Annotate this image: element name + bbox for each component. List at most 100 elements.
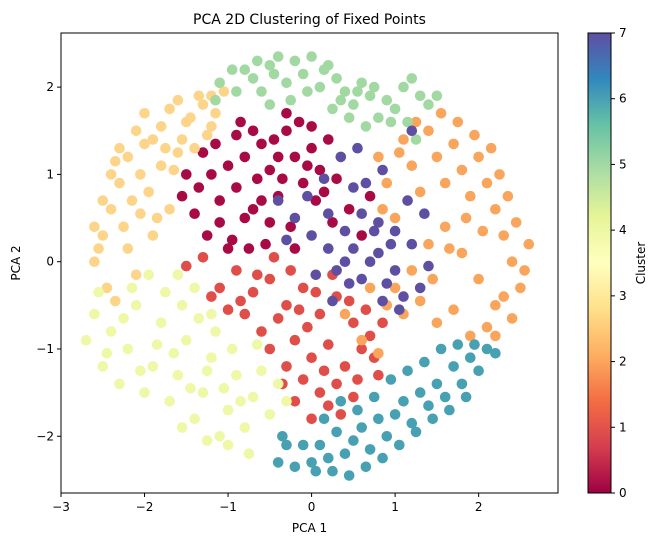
data-point-cluster-3 bbox=[126, 195, 138, 206]
data-point-cluster-4 bbox=[130, 300, 142, 311]
data-point-cluster-2 bbox=[398, 134, 409, 145]
data-point-cluster-6 bbox=[427, 413, 439, 425]
data-point-cluster-1 bbox=[181, 260, 192, 272]
x-tick-label: −2 bbox=[136, 500, 154, 514]
data-point-cluster-0 bbox=[331, 173, 342, 185]
data-point-cluster-4 bbox=[231, 369, 242, 381]
data-point-cluster-7 bbox=[406, 125, 418, 137]
data-point-cluster-6 bbox=[310, 465, 322, 477]
data-point-cluster-4 bbox=[272, 378, 284, 390]
data-point-cluster-6 bbox=[398, 396, 409, 407]
data-point-cluster-0 bbox=[201, 230, 213, 241]
data-point-cluster-5 bbox=[302, 86, 313, 97]
data-point-cluster-4 bbox=[222, 439, 234, 451]
data-point-cluster-2 bbox=[435, 108, 447, 119]
data-point-cluster-6 bbox=[419, 356, 430, 368]
data-point-cluster-0 bbox=[239, 151, 251, 163]
data-point-cluster-7 bbox=[348, 182, 359, 193]
data-point-cluster-0 bbox=[264, 164, 276, 176]
data-point-cluster-3 bbox=[89, 256, 100, 268]
y-tick-label: 1 bbox=[46, 167, 54, 181]
data-point-cluster-3 bbox=[176, 134, 188, 145]
data-point-cluster-1 bbox=[323, 400, 334, 412]
data-point-cluster-1 bbox=[235, 295, 246, 307]
data-point-cluster-6 bbox=[394, 439, 405, 451]
data-point-cluster-4 bbox=[218, 383, 230, 394]
data-point-cluster-7 bbox=[339, 225, 351, 237]
y-axis-label: PCA 2 bbox=[9, 245, 23, 280]
data-point-cluster-4 bbox=[155, 317, 167, 329]
data-point-cluster-1 bbox=[310, 286, 322, 298]
data-point-cluster-7 bbox=[335, 151, 347, 163]
data-point-cluster-3 bbox=[105, 169, 117, 180]
data-point-cluster-0 bbox=[314, 164, 326, 176]
colorbar-tick-label: 2 bbox=[619, 355, 627, 369]
data-point-cluster-2 bbox=[506, 313, 518, 324]
data-point-cluster-5 bbox=[327, 103, 338, 115]
data-point-cluster-7 bbox=[389, 265, 401, 276]
x-tick-label: −3 bbox=[52, 500, 70, 514]
data-point-cluster-1 bbox=[272, 313, 284, 324]
data-point-cluster-2 bbox=[485, 142, 497, 154]
data-point-cluster-3 bbox=[93, 243, 104, 254]
data-point-cluster-5 bbox=[264, 99, 276, 110]
data-point-cluster-3 bbox=[218, 86, 230, 97]
data-point-cluster-5 bbox=[364, 90, 376, 102]
data-point-cluster-0 bbox=[247, 204, 259, 215]
data-point-cluster-4 bbox=[185, 383, 196, 394]
data-point-cluster-0 bbox=[189, 208, 200, 219]
data-point-cluster-3 bbox=[160, 142, 171, 154]
data-point-cluster-4 bbox=[239, 422, 251, 433]
data-point-cluster-0 bbox=[277, 173, 288, 185]
data-point-cluster-6 bbox=[272, 457, 284, 468]
data-point-cluster-7 bbox=[339, 256, 351, 268]
data-point-cluster-4 bbox=[176, 300, 188, 311]
data-point-cluster-0 bbox=[243, 243, 255, 254]
data-point-cluster-1 bbox=[297, 282, 309, 294]
data-point-cluster-5 bbox=[410, 134, 422, 145]
colorbar-label: Cluster bbox=[634, 242, 648, 285]
data-point-cluster-0 bbox=[239, 212, 251, 224]
data-point-cluster-4 bbox=[176, 422, 188, 433]
data-point-cluster-5 bbox=[335, 94, 347, 106]
data-point-cluster-7 bbox=[281, 234, 292, 246]
data-point-cluster-7 bbox=[373, 217, 384, 228]
colorbar-tick-label: 6 bbox=[619, 92, 627, 106]
data-point-cluster-6 bbox=[435, 343, 447, 355]
data-point-cluster-6 bbox=[352, 404, 363, 416]
data-point-cluster-5 bbox=[268, 68, 280, 80]
data-point-cluster-3 bbox=[147, 134, 159, 145]
data-point-cluster-3 bbox=[122, 151, 134, 163]
data-point-cluster-7 bbox=[343, 278, 355, 289]
data-point-cluster-5 bbox=[239, 64, 251, 75]
data-point-cluster-0 bbox=[231, 182, 242, 193]
data-point-cluster-7 bbox=[419, 208, 430, 219]
data-point-cluster-2 bbox=[515, 282, 526, 294]
data-point-cluster-0 bbox=[256, 138, 267, 150]
data-point-cluster-6 bbox=[439, 391, 451, 403]
data-point-cluster-1 bbox=[318, 365, 330, 377]
data-point-cluster-0 bbox=[281, 108, 292, 119]
data-point-cluster-2 bbox=[410, 116, 422, 128]
data-point-cluster-4 bbox=[135, 365, 146, 377]
data-point-cluster-0 bbox=[193, 182, 205, 193]
data-point-cluster-3 bbox=[172, 147, 184, 158]
data-point-cluster-1 bbox=[348, 317, 359, 329]
data-point-cluster-0 bbox=[281, 125, 292, 137]
data-point-cluster-6 bbox=[281, 439, 292, 451]
data-point-cluster-0 bbox=[251, 173, 263, 185]
data-point-cluster-1 bbox=[306, 352, 317, 364]
data-point-cluster-0 bbox=[306, 121, 317, 132]
data-point-cluster-2 bbox=[460, 212, 472, 224]
data-point-cluster-2 bbox=[481, 321, 493, 333]
data-point-cluster-2 bbox=[498, 291, 510, 302]
data-point-cluster-7 bbox=[406, 238, 418, 250]
data-point-cluster-1 bbox=[343, 295, 355, 307]
data-point-cluster-0 bbox=[289, 151, 301, 163]
data-point-cluster-5 bbox=[373, 112, 384, 123]
data-point-cluster-0 bbox=[260, 238, 271, 250]
x-tick-label: 0 bbox=[308, 500, 316, 514]
data-point-cluster-2 bbox=[377, 204, 388, 215]
data-point-cluster-7 bbox=[381, 278, 393, 289]
data-point-cluster-1 bbox=[356, 343, 368, 355]
